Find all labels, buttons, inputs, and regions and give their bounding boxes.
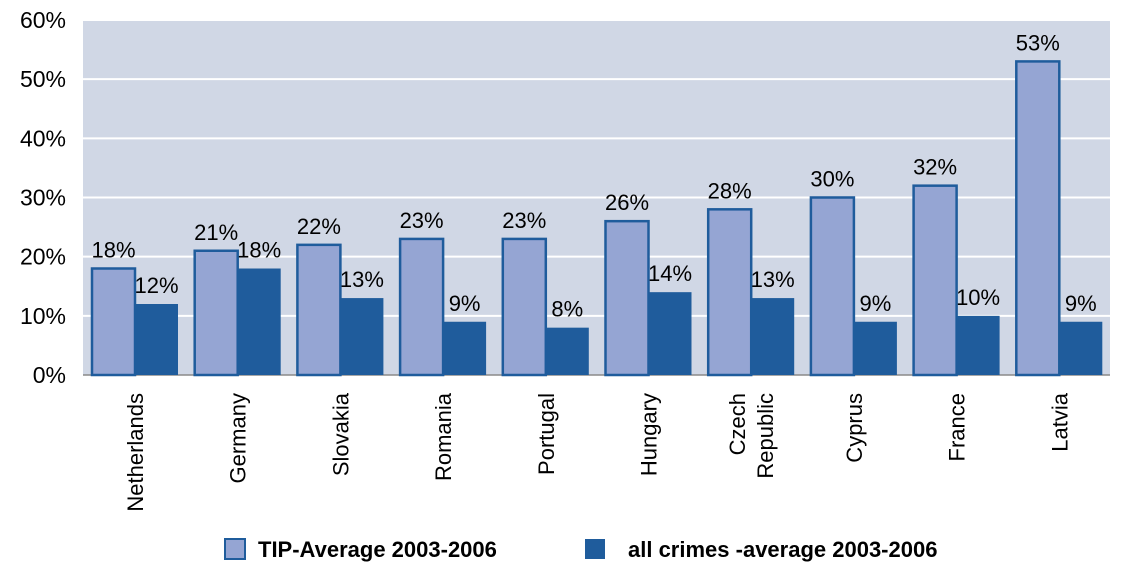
data-label-all-crimes: 9% xyxy=(860,291,892,316)
y-tick-label: 0% xyxy=(33,362,66,388)
bar-all-crimes xyxy=(853,321,897,375)
y-tick-label: 30% xyxy=(20,185,66,211)
legend-label-tip-average: TIP-Average 2003-2006 xyxy=(258,537,497,562)
legend-swatch-tip-average xyxy=(224,538,246,560)
data-label-tip-average: 26% xyxy=(605,190,649,215)
data-label-all-crimes: 9% xyxy=(1065,291,1097,316)
y-tick-label: 20% xyxy=(20,244,66,270)
data-label-tip-average: 22% xyxy=(297,214,341,239)
bar-tip-average xyxy=(398,237,445,377)
bar-tip-average xyxy=(809,196,856,377)
data-label-all-crimes: 13% xyxy=(340,267,384,292)
bar-all-crimes xyxy=(237,268,281,375)
bar-all-crimes xyxy=(956,315,1000,375)
x-category-label: Netherlands xyxy=(123,393,148,512)
data-label-tip-average: 28% xyxy=(708,178,752,203)
bar-all-crimes xyxy=(443,321,487,375)
bar-tip-average xyxy=(912,184,958,377)
data-label-all-crimes: 10% xyxy=(956,285,1000,310)
data-label-all-crimes: 14% xyxy=(648,261,692,286)
bar-all-crimes xyxy=(1059,321,1103,375)
bar-all-crimes xyxy=(545,327,589,375)
bar-all-crimes xyxy=(648,292,692,375)
x-category-label: Slovakia xyxy=(328,392,353,476)
y-tick-label: 40% xyxy=(20,125,66,151)
legend-swatch-all-crimes xyxy=(585,539,605,559)
data-label-tip-average: 32% xyxy=(913,155,957,180)
bar-tip-average xyxy=(604,219,650,377)
x-category-label: Romania xyxy=(431,392,456,481)
bar-all-crimes xyxy=(340,298,384,375)
x-category-label: Portugal xyxy=(534,393,559,475)
x-category-label: Hungary xyxy=(637,393,662,476)
bar-tip-average xyxy=(501,237,548,377)
x-category-label: Latvia xyxy=(1047,392,1072,451)
bar-all-crimes xyxy=(751,298,795,375)
y-tick-label: 50% xyxy=(20,66,66,92)
x-category-label: Cyprus xyxy=(842,393,867,463)
x-category-label: Czech xyxy=(725,393,750,455)
bar-tip-average xyxy=(296,243,342,377)
bar-tip-average xyxy=(706,208,753,377)
data-label-all-crimes: 13% xyxy=(751,267,795,292)
y-tick-label: 60% xyxy=(20,7,66,33)
data-label-tip-average: 53% xyxy=(1016,30,1060,55)
bar-all-crimes xyxy=(135,304,178,375)
bar-tip-average xyxy=(193,249,239,377)
x-category-label: Republic xyxy=(753,393,778,479)
bar-tip-average xyxy=(1015,60,1061,377)
x-category-label: France xyxy=(945,393,970,461)
data-label-tip-average: 18% xyxy=(91,238,135,263)
data-label-all-crimes: 18% xyxy=(237,238,281,263)
data-label-tip-average: 23% xyxy=(400,208,444,233)
data-label-tip-average: 30% xyxy=(810,167,854,192)
data-label-tip-average: 21% xyxy=(194,220,238,245)
bar-tip-average xyxy=(90,267,137,377)
data-label-all-crimes: 12% xyxy=(134,273,178,298)
data-label-all-crimes: 8% xyxy=(551,297,583,322)
legend-label-all-crimes: all crimes -average 2003-2006 xyxy=(628,537,937,562)
y-tick-label: 10% xyxy=(20,303,66,329)
x-category-label: Germany xyxy=(226,393,251,483)
data-label-all-crimes: 9% xyxy=(449,291,481,316)
data-label-tip-average: 23% xyxy=(502,208,546,233)
